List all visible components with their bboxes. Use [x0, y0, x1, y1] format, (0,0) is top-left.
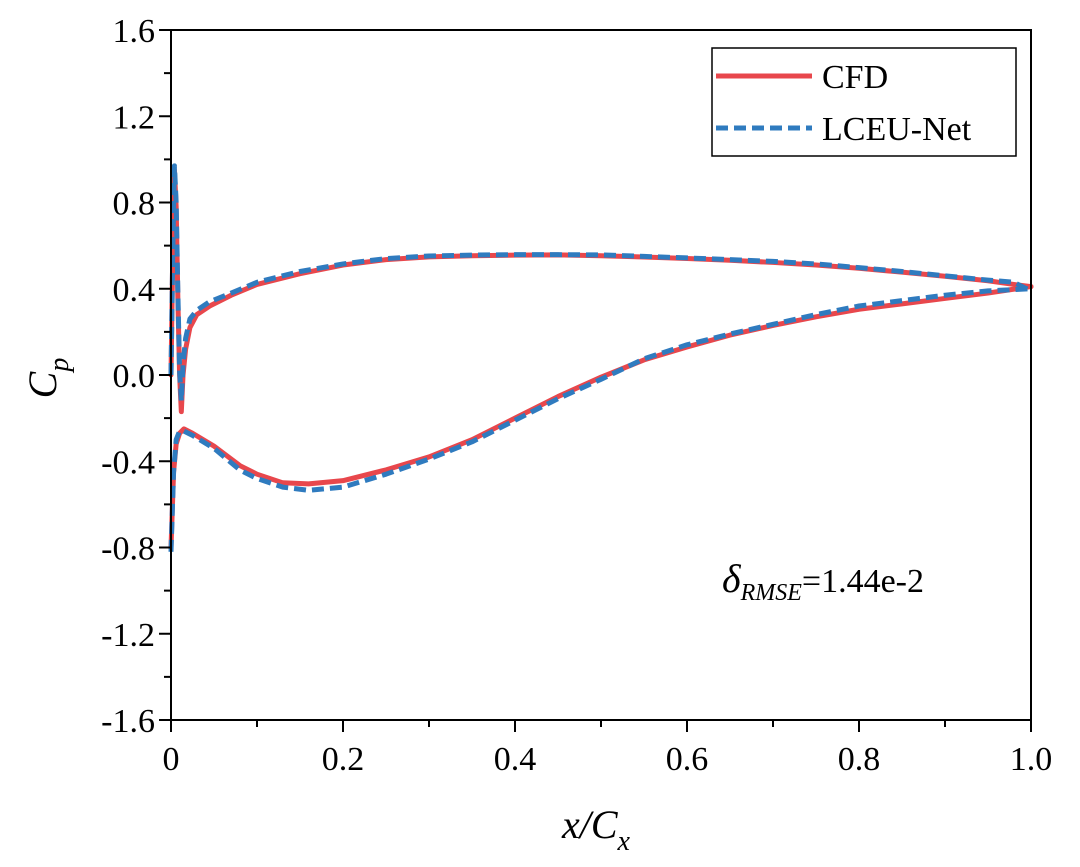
series-line-lceu-net-lower: [168, 286, 1032, 552]
rmse-annotation: δRMSE=1.44e-2: [722, 556, 924, 606]
y-tick-label: 0.8: [113, 186, 156, 223]
tick-labels: 0 0.2 0.4 0.6 0.8 1.0 1.6 1.2 0.8 0.4 0.0 -0.4 -0.8 -…: [101, 13, 1052, 778]
rmse-symbol: δ: [722, 556, 742, 601]
y-axis-label-sub: p: [44, 358, 75, 374]
series-layer: [168, 163, 1034, 552]
series-line-lceu-net-upper: [168, 163, 1033, 404]
y-axis-label: Cp: [20, 358, 75, 399]
legend-box: [711, 47, 1017, 157]
x-tick-label: 1.0: [1010, 741, 1053, 778]
x-axis-label-main: x/C: [561, 802, 619, 847]
y-tick-label: 1.2: [113, 99, 156, 136]
legend: CFD LCEU-Net: [711, 47, 1017, 157]
y-tick-label: -1.2: [101, 617, 155, 654]
x-tick-label: 0.4: [494, 741, 537, 778]
x-tick-label: 0.6: [666, 741, 709, 778]
y-tick-label: -1.6: [101, 703, 155, 740]
legend-label-lceu-net: LCEU-Net: [822, 111, 972, 148]
y-axis-label-main: C: [20, 370, 65, 398]
y-tick-label: 1.6: [113, 13, 156, 50]
ticks-layer: [159, 29, 1032, 732]
y-tick-label: 0.4: [113, 272, 156, 309]
y-tick-label: -0.4: [101, 444, 155, 481]
y-tick-label: -0.8: [101, 531, 155, 568]
series-line-cfd-lower: [168, 284, 1034, 550]
rmse-subscript: RMSE: [740, 580, 803, 606]
rmse-value: =1.44e-2: [802, 563, 924, 600]
x-axis-label: x/Cx: [561, 802, 631, 857]
legend-label-cfd: CFD: [822, 59, 888, 96]
x-tick-label: 0.8: [838, 741, 881, 778]
y-tick-label: 0.0: [113, 358, 156, 395]
x-tick-label: 0.2: [322, 741, 365, 778]
x-tick-label: 0: [163, 741, 180, 778]
x-axis-label-sub: x: [617, 826, 631, 857]
